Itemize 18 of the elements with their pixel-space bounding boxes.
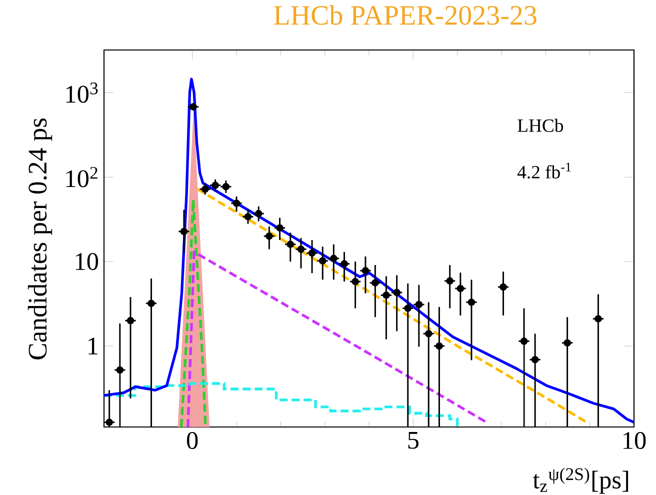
y-axis-title: Candidates per 0.24 ps xyxy=(28,118,52,360)
line-series xyxy=(186,250,488,427)
x-tick-label: 10 xyxy=(624,432,646,450)
point xyxy=(201,185,209,193)
point xyxy=(190,103,197,110)
y-tick-label: 10 xyxy=(76,253,98,270)
annotation: 4.2 fb$^{-1}$ xyxy=(517,162,571,179)
line-series xyxy=(104,78,634,424)
chart-title: LHCb PAPER-2023-23 xyxy=(274,5,536,25)
line-series xyxy=(196,188,588,424)
annotation: LHCb xyxy=(518,118,564,132)
x-tick-label: 0 xyxy=(186,432,198,450)
x-axis-title: t$_{z}$$^{ψ(2S)}$[ps] xyxy=(532,468,628,494)
y-tick-label: 10$^{2}$ xyxy=(66,166,98,188)
y-tick-label: 10$^{3}$ xyxy=(66,82,98,103)
y-tick-label: 1 xyxy=(88,338,98,354)
line-series xyxy=(180,198,207,427)
x-tick-label: 5 xyxy=(408,432,419,449)
